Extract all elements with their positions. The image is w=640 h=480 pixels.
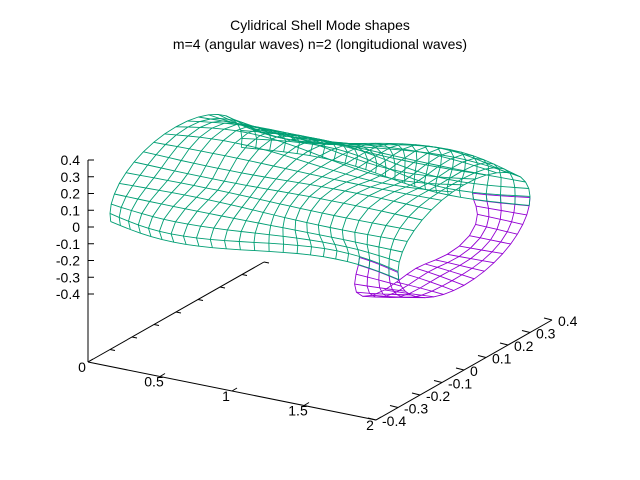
chart-subtitle: m=4 (angular waves) n=2 (longitudional w… xyxy=(173,36,467,52)
inner-mesh-line xyxy=(469,235,511,245)
outer-mesh-line xyxy=(125,172,415,232)
y-tick xyxy=(367,417,377,421)
x-tick xyxy=(87,358,94,363)
outer-mesh-line xyxy=(217,113,507,173)
inner-mesh-line xyxy=(435,259,485,272)
x-tick-label: 0 xyxy=(78,359,86,375)
outer-mesh-line xyxy=(187,120,476,180)
inner-mesh-line xyxy=(396,281,444,295)
inner-mesh-ring xyxy=(388,196,516,298)
outer-mesh-ring xyxy=(388,167,516,276)
outer-mesh-line xyxy=(175,126,465,186)
x-tick-label: 1 xyxy=(222,388,230,404)
inner-mesh-line xyxy=(472,192,531,198)
outer-mesh-line xyxy=(208,114,497,174)
chart-title: Cylidrical Shell Mode shapes xyxy=(230,17,410,33)
y-tick xyxy=(477,355,487,358)
y-tick-label: 0.3 xyxy=(536,326,556,342)
back-axis-tick xyxy=(219,286,226,289)
outer-mesh-line xyxy=(111,203,400,263)
outer-mesh-line xyxy=(134,161,423,221)
back-mesh-group xyxy=(354,192,531,299)
z-tick-label: -0.4 xyxy=(56,286,80,302)
y-tick xyxy=(411,392,421,396)
inner-mesh-line xyxy=(355,273,402,287)
y-tick xyxy=(433,380,443,383)
inner-mesh-ring xyxy=(354,193,478,297)
y-tick-label: 0.1 xyxy=(492,351,512,367)
outer-mesh-line xyxy=(114,193,403,253)
back-axis-tick xyxy=(175,311,182,314)
inner-mesh-line xyxy=(415,267,465,286)
y-tick xyxy=(499,342,509,346)
x-tick-label: 2 xyxy=(366,417,374,433)
back-axis-tick xyxy=(131,336,138,339)
outer-mesh-line xyxy=(225,115,515,175)
outer-mesh-ring xyxy=(378,162,502,272)
inner-mesh-line xyxy=(372,294,426,299)
y-tick xyxy=(521,330,531,333)
outer-mesh-line xyxy=(164,133,453,193)
outer-mesh-line xyxy=(153,141,442,201)
z-tick-label: 0.1 xyxy=(61,202,81,218)
x-tick-label: 1.5 xyxy=(288,403,308,419)
y-tick-label: -0.1 xyxy=(448,376,472,392)
outer-mesh-line xyxy=(241,137,531,197)
y-tick-label: -0.4 xyxy=(382,413,406,429)
y-tick-label: 0 xyxy=(470,363,478,379)
x-tick-label: 0.5 xyxy=(144,374,164,390)
back-axis-tick xyxy=(153,324,160,326)
y-tick-label: 0.4 xyxy=(558,313,578,329)
z-tick-label: 0.2 xyxy=(61,186,81,202)
inner-mesh-line xyxy=(475,223,518,235)
back-axis-tick xyxy=(241,274,248,276)
ticks-group: 0.40.30.20.10-0.1-0.2-0.3-0.400.511.52 -0… xyxy=(56,152,578,433)
z-tick-label: -0.2 xyxy=(56,253,80,269)
inner-mesh-line xyxy=(475,205,527,216)
back-axis-tick xyxy=(109,349,116,351)
z-tick-label: 0.3 xyxy=(61,169,81,185)
back-axis-tick xyxy=(197,299,204,301)
outer-mesh-line xyxy=(232,118,521,178)
y-tick xyxy=(543,317,553,321)
z-tick-label: -0.1 xyxy=(56,236,80,252)
inner-mesh-line xyxy=(406,273,454,291)
y-tick xyxy=(455,367,465,371)
outer-mesh-ring xyxy=(148,124,300,237)
inner-mesh-line xyxy=(424,263,475,280)
outer-mesh-line xyxy=(198,116,487,176)
x-tick xyxy=(231,387,238,392)
z-tick-label: 0.4 xyxy=(61,152,81,168)
z-tick-label: 0 xyxy=(72,219,80,235)
inner-mesh-line xyxy=(459,245,503,255)
y-tick xyxy=(389,405,399,408)
x-tick xyxy=(303,402,310,406)
inner-mesh-line xyxy=(356,291,411,296)
y-tick-label: 0.2 xyxy=(514,338,534,354)
y-tick-label: -0.2 xyxy=(426,388,450,404)
inner-mesh-line xyxy=(354,283,406,292)
outer-mesh-line xyxy=(241,146,530,206)
outer-mesh-line xyxy=(109,212,399,272)
x-tick xyxy=(159,373,166,377)
y-tick-label: -0.3 xyxy=(404,401,428,417)
back-axis-tick xyxy=(263,261,270,264)
inner-mesh-line xyxy=(384,289,435,298)
z-tick-label: -0.3 xyxy=(56,269,80,285)
x-tick xyxy=(375,416,382,421)
outer-mesh-line xyxy=(240,130,529,189)
outer-mesh-line xyxy=(110,221,399,281)
inner-mesh-line xyxy=(447,253,495,264)
outer-mesh-line xyxy=(119,182,408,242)
front-mesh-group xyxy=(109,113,531,281)
outer-mesh-line xyxy=(143,151,432,211)
inner-mesh-ring xyxy=(397,197,531,299)
inner-mesh-line xyxy=(477,213,523,225)
